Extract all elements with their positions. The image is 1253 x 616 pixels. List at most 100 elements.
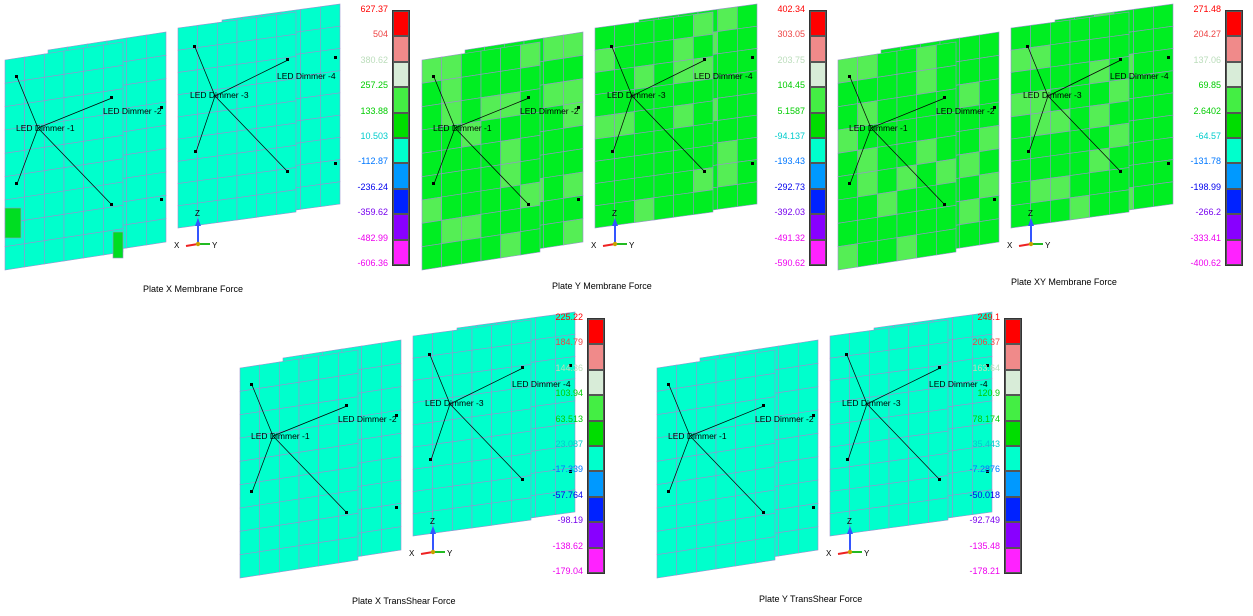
legend-swatch — [1226, 36, 1242, 62]
dimmer-label: LED Dimmer -2 — [338, 414, 397, 424]
plot-panel-xy-membrane: LED Dimmer -1 LED Dimmer -2 LED Dimmer -3 L… — [833, 0, 1253, 300]
dimmer-label: LED Dimmer -3 — [842, 398, 901, 408]
anchor-point — [610, 45, 613, 48]
legend-swatch — [810, 36, 826, 62]
legend-swatch — [810, 87, 826, 113]
legend-value: -64.57 — [1195, 131, 1221, 141]
plate-model-view: LED Dimmer -1 LED Dimmer -2 LED Dimmer -3 L… — [421, 3, 758, 271]
dimmer-label: LED Dimmer -2 — [520, 106, 579, 116]
legend-value: -193.43 — [774, 156, 805, 167]
legend-swatch — [588, 547, 604, 573]
legend-value: 402.34 — [777, 4, 805, 14]
anchor-point — [334, 56, 337, 59]
anchor-point — [527, 96, 530, 99]
legend-swatch — [393, 11, 409, 37]
plate-model-view: LED Dimmer -1 LED Dimmer -2 LED Dimmer -3 L… — [4, 3, 341, 271]
anchor-point — [432, 75, 435, 78]
anchor-point — [703, 170, 706, 173]
anchor-point — [993, 106, 996, 109]
plate-mesh — [4, 41, 124, 271]
legend-swatch — [1226, 61, 1242, 88]
legend-swatch — [1226, 214, 1242, 240]
axis-y-label: Y — [629, 241, 635, 250]
anchor-point — [848, 182, 851, 185]
axis-y-label: Y — [212, 241, 218, 250]
legend-value: 78.174 — [972, 413, 1000, 424]
plot-panel-y-membrane: LED Dimmer -1 LED Dimmer -2 LED Dimmer -3 L… — [417, 0, 837, 300]
legend-value: -17.339 — [552, 464, 583, 475]
legend-swatch — [1005, 369, 1021, 396]
dimmer-label: LED Dimmer -1 — [433, 123, 492, 133]
anchor-point — [345, 404, 348, 407]
dimmer-label: LED Dimmer -3 — [190, 90, 249, 100]
legend-value: -138.62 — [552, 540, 583, 551]
axis-triad: Z X Y — [409, 517, 453, 558]
legend-value: -131.78 — [1190, 156, 1221, 167]
axis-x-label: X — [409, 549, 415, 558]
plate-model-view: LED Dimmer -1 LED Dimmer -2 LED Dimmer -3 L… — [239, 311, 576, 579]
anchor-point — [1027, 150, 1030, 153]
anchor-point — [1026, 45, 1029, 48]
legend-swatch — [1005, 344, 1021, 370]
dimmer-label: LED Dimmer -1 — [251, 431, 310, 441]
legend-swatch — [1226, 87, 1242, 113]
legend-swatch — [1005, 420, 1021, 446]
legend-value: -400.62 — [1190, 258, 1221, 268]
legend-swatch — [1005, 395, 1021, 421]
plot-panel-x-transshear: LED Dimmer -1 LED Dimmer -2 LED Dimmer -3 L… — [195, 308, 615, 616]
anchor-point — [751, 162, 754, 165]
legend-value: 204.27 — [1193, 29, 1221, 40]
legend-value: -392.03 — [774, 207, 805, 218]
anchor-point — [993, 198, 996, 201]
anchor-point — [703, 58, 706, 61]
plate-model-view: LED Dimmer -1 LED Dimmer -2 LED Dimmer -3 L… — [656, 311, 993, 579]
legend-value: 120.9 — [977, 388, 1000, 399]
legend-value: -292.73 — [774, 181, 805, 192]
anchor-point — [334, 162, 337, 165]
plot-panel-x-membrane: LED Dimmer -1 LED Dimmer -2 LED Dimmer -3 L… — [0, 0, 420, 300]
axis-z-label: Z — [430, 517, 435, 526]
plot-caption: Plate Y Membrane Force — [552, 281, 652, 291]
legend-value: 206.37 — [972, 337, 1000, 348]
legend-swatch — [393, 87, 409, 113]
legend-value: 504 — [372, 29, 388, 40]
anchor-point — [286, 170, 289, 173]
legend-value: 133.88 — [360, 105, 388, 116]
legend-color-bar — [809, 10, 827, 266]
legend-swatch — [588, 522, 604, 548]
legend-value: 35.443 — [972, 439, 1000, 449]
dimmer-label: LED Dimmer -2 — [103, 106, 162, 116]
anchor-point — [986, 364, 989, 367]
legend-value: -92.749 — [969, 515, 1000, 526]
legend-value: 249.1 — [977, 312, 1000, 322]
legend-value: 10.503 — [360, 131, 388, 141]
legend-swatch — [810, 188, 826, 215]
anchor-point — [812, 414, 815, 417]
legend-value: 137.06 — [1193, 54, 1221, 65]
plate-mesh — [177, 11, 297, 229]
anchor-point — [848, 75, 851, 78]
plot-caption: Plate Y TransShear Force — [759, 594, 863, 604]
support-lines — [432, 45, 754, 206]
axis-x-label: X — [174, 241, 180, 250]
legend-swatch — [810, 239, 826, 265]
anchor-point — [160, 198, 163, 201]
legend-value: -266.2 — [1195, 207, 1221, 218]
anchor-point — [432, 182, 435, 185]
anchor-point — [938, 478, 941, 481]
legend-value: 104.45 — [777, 80, 805, 91]
anchor-point — [762, 404, 765, 407]
anchor-point — [110, 203, 113, 206]
legend-value: -135.48 — [969, 540, 1000, 551]
support-lines — [250, 353, 572, 514]
legend-swatch — [588, 395, 604, 421]
anchor-point — [845, 353, 848, 356]
dimmer-label: LED Dimmer -4 — [929, 379, 988, 389]
legend-swatch — [588, 496, 604, 523]
legend-swatch — [393, 112, 409, 138]
plate-mesh — [421, 41, 541, 271]
legend-value: 203.75 — [777, 54, 805, 65]
axis-z-label: Z — [847, 517, 852, 526]
legend-color-bar — [587, 318, 605, 574]
legend-value: -7.2876 — [969, 464, 1000, 475]
